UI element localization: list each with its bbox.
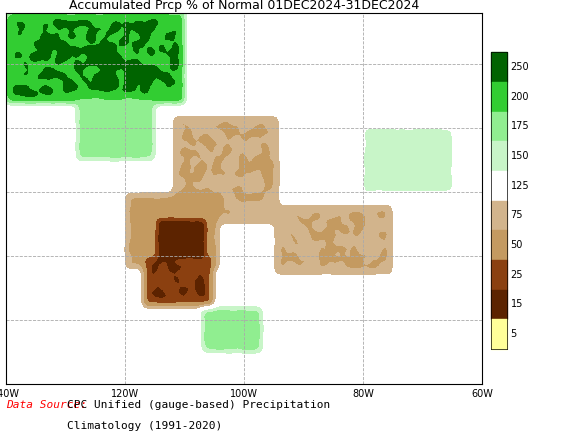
Text: CPC Unified (gauge-based) Precipitation: CPC Unified (gauge-based) Precipitation (67, 400, 330, 410)
Bar (491, 290, 507, 319)
Text: 15: 15 (511, 300, 523, 309)
Bar (491, 141, 507, 171)
Title: Accumulated Prcp % of Normal 01DEC2024-31DEC2024: Accumulated Prcp % of Normal 01DEC2024-3… (69, 0, 419, 12)
Bar (491, 112, 507, 141)
Bar (491, 201, 507, 230)
Bar (491, 230, 507, 260)
Text: 175: 175 (511, 122, 529, 131)
Text: 75: 75 (511, 211, 523, 220)
Text: 250: 250 (511, 62, 529, 72)
Text: 5: 5 (511, 329, 517, 339)
Bar (491, 171, 507, 201)
Text: Climatology (1991-2020): Climatology (1991-2020) (67, 422, 222, 432)
Text: Data Source:: Data Source: (6, 400, 87, 410)
Text: 200: 200 (511, 92, 529, 102)
Text: 150: 150 (511, 151, 529, 161)
Bar (491, 82, 507, 112)
Bar (491, 319, 507, 349)
Bar (491, 52, 507, 82)
Text: 50: 50 (511, 240, 523, 250)
Text: 25: 25 (511, 270, 523, 279)
Bar (491, 260, 507, 290)
Text: 125: 125 (511, 181, 529, 191)
